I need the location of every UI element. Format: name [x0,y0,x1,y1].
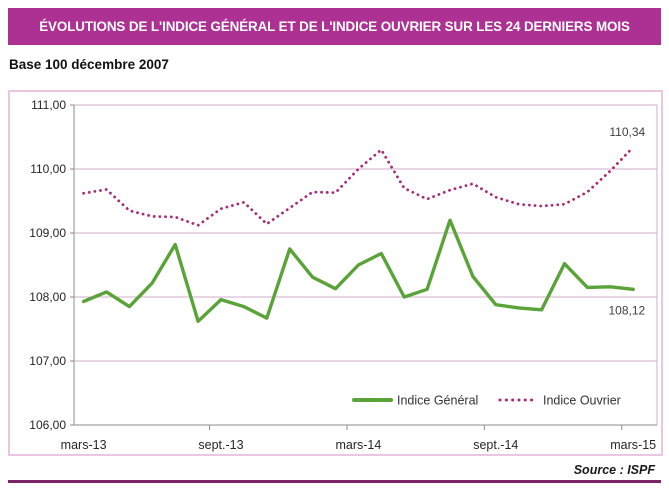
x-tick-label: sept.-13 [198,438,243,452]
chart-subtitle: Base 100 décembre 2007 [9,57,169,72]
y-tick-label: 109,00 [29,226,66,240]
y-tick-label: 108,00 [29,290,66,304]
y-tick-label: 107,00 [29,354,66,368]
x-tick-label: sept.-14 [473,438,518,452]
chart-frame: 106,00 107,00 108,00 109,00 110,00 111,00 mars… [8,90,663,456]
series-line-ouvrier [82,145,635,227]
legend-label-ouvrier: Indice Ouvrier [543,394,621,408]
legend-label-general: Indice Général [397,394,478,408]
series-line-general [81,218,635,324]
bottom-rule [8,480,661,483]
chart-canvas: 106,00 107,00 108,00 109,00 110,00 111,00 mars… [29,98,658,452]
x-tick-label: mars-13 [61,438,107,452]
chart-title-bar: ÉVOLUTIONS DE L'INDICE GÉNÉRAL ET DE L'I… [8,8,661,45]
y-tick-label: 106,00 [29,418,66,432]
y-tick-label: 110,00 [30,162,66,176]
point-annotation: 108,12 [608,303,645,317]
point-annotation: 110,34 [609,125,645,139]
source-label: Source : ISPF [573,463,655,477]
y-tick-label: 111,00 [31,98,66,112]
x-tick-label: mars-15 [610,438,656,452]
chart-title: ÉVOLUTIONS DE L'INDICE GÉNÉRAL ET DE L'I… [39,19,630,34]
x-tick-label: mars-14 [335,438,381,452]
